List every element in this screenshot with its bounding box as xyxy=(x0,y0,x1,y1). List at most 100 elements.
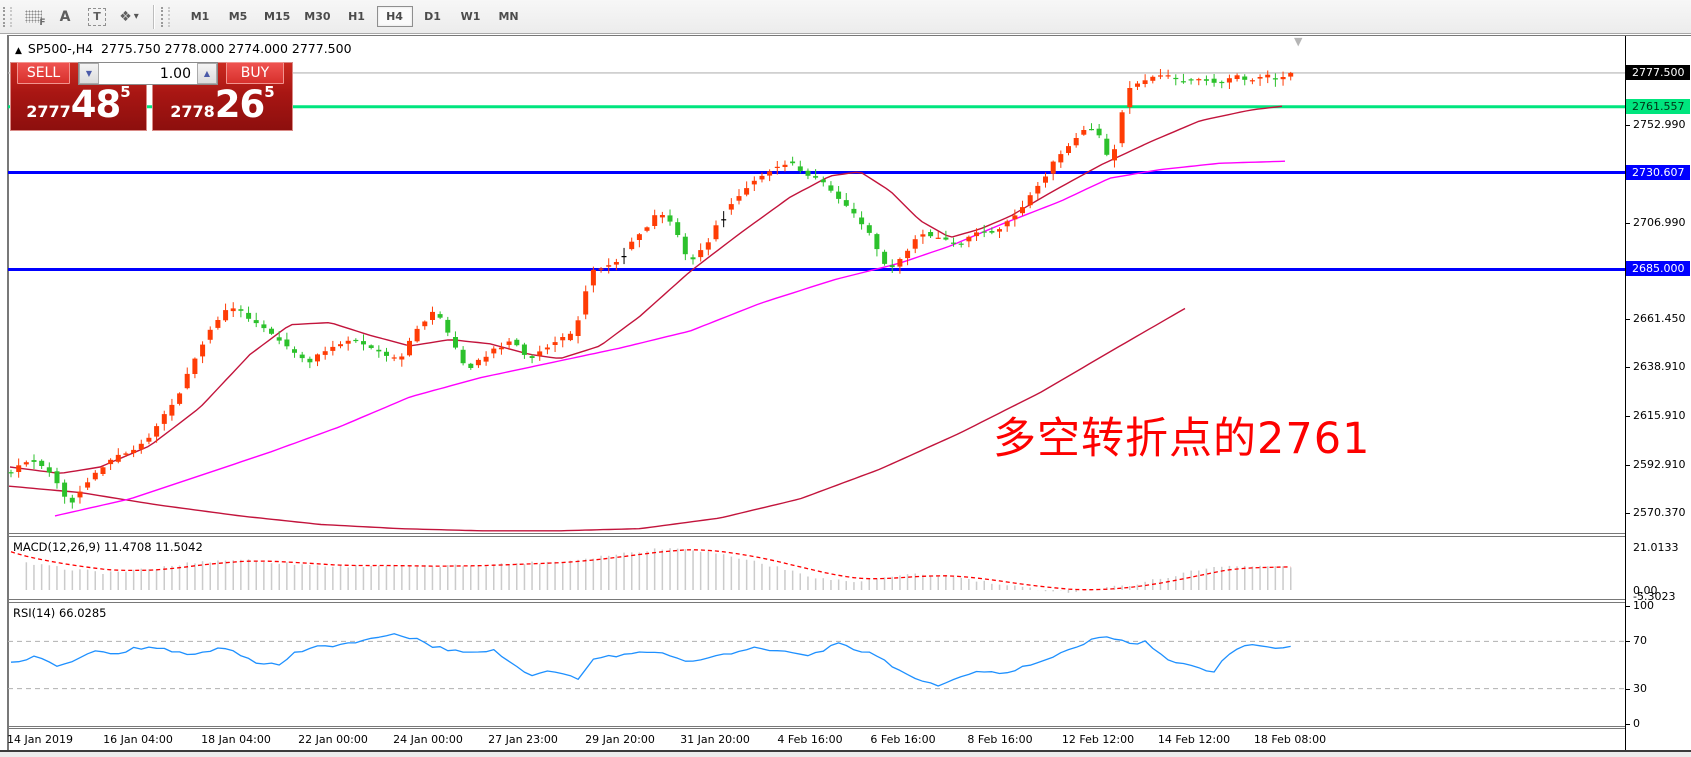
price-tick-label: 2752.990 xyxy=(1633,118,1686,131)
time-tick-label: 31 Jan 20:00 xyxy=(680,733,750,746)
time-tick-label: 16 Jan 04:00 xyxy=(103,733,173,746)
price-axis[interactable]: 2776.5302752.9902706.9902661.4502638.910… xyxy=(1626,36,1691,750)
status-strip xyxy=(0,752,1691,757)
window-bottom-border xyxy=(0,750,1691,752)
indicator-list-icon[interactable]: F xyxy=(20,5,46,29)
price-tick-label: 2592.910 xyxy=(1633,458,1686,472)
rsi-scale-label: 100 xyxy=(1633,599,1654,612)
sell-price-fraction: 5 xyxy=(120,83,131,101)
price-level-badge: 2685.000 xyxy=(1626,261,1690,277)
one-click-collapse-arrow[interactable]: ▲ xyxy=(15,46,22,56)
macd-scale-label: 0.00 xyxy=(1633,584,1658,597)
sell-price-pips: 48 xyxy=(70,83,121,126)
grid-f-glyph: F xyxy=(39,18,46,28)
price-level-badge: 2761.557 xyxy=(1626,98,1690,114)
rsi-scale-label: 30 xyxy=(1633,681,1647,695)
buy-price-main: 2778 xyxy=(170,102,215,121)
timeframe-button-m5[interactable]: M5 xyxy=(228,10,248,23)
text-label-tool-icon[interactable]: T xyxy=(84,5,110,29)
volume-input[interactable] xyxy=(99,63,197,84)
price-tick-mark xyxy=(1626,319,1630,321)
buy-price-fraction: 5 xyxy=(264,83,275,101)
rsi-indicator-label: RSI(14) 66.0285 xyxy=(13,606,107,620)
toolbar: F A T ❖ ▾ M1 M5 M15 M30 H1 H4 D1 W1 MN xyxy=(0,0,1691,34)
main-chart-canvas[interactable] xyxy=(8,36,1625,533)
panel-separator[interactable] xyxy=(8,602,1625,603)
time-tick-label: 29 Jan 20:00 xyxy=(585,733,655,746)
rsi-canvas[interactable] xyxy=(8,603,1625,726)
sell-price-main: 2777 xyxy=(26,102,71,121)
timeframe-group-drag-handle[interactable] xyxy=(161,6,170,27)
macd-scale-label: 21.0133 xyxy=(1633,541,1679,554)
price-tick-mark xyxy=(1626,465,1630,467)
rsi-scale-label: 70 xyxy=(1633,634,1647,648)
boxed-t-glyph: T xyxy=(88,7,106,26)
panel-separator[interactable] xyxy=(8,536,1625,537)
buy-price: 2778265 xyxy=(153,83,292,126)
price-axis-border xyxy=(1625,36,1626,750)
rsi-scale-tick xyxy=(1626,688,1630,690)
price-tick-label: 2615.910 xyxy=(1633,409,1686,423)
price-tick-label: 2570.370 xyxy=(1633,505,1686,519)
panel-separator[interactable] xyxy=(8,533,1625,534)
price-tick-mark xyxy=(1626,416,1630,418)
time-tick-label: 12 Feb 12:00 xyxy=(1061,733,1135,746)
time-tick-label: 4 Feb 16:00 xyxy=(777,733,843,746)
time-tick-label: 22 Jan 00:00 xyxy=(298,733,368,746)
time-tick-label: 18 Jan 04:00 xyxy=(201,733,271,746)
macd-canvas[interactable] xyxy=(8,537,1625,599)
time-tick-label: 18 Feb 08:00 xyxy=(1253,733,1327,746)
buy-price-pips: 26 xyxy=(214,83,265,126)
toolbar-separator xyxy=(153,4,154,29)
rsi-scale-label: 0 xyxy=(1633,717,1640,730)
time-tick-label: 14 Feb 12:00 xyxy=(1157,733,1231,746)
timeframe-button-w1[interactable]: W1 xyxy=(460,10,481,23)
rsi-scale-tick xyxy=(1626,724,1630,725)
time-tick-label: 27 Jan 23:00 xyxy=(488,733,558,746)
toolbar-drag-handle[interactable] xyxy=(3,6,12,27)
timeframe-button-m30[interactable]: M30 xyxy=(304,10,331,23)
price-tick-mark xyxy=(1626,125,1630,126)
timeframe-button-m1[interactable]: M1 xyxy=(190,10,210,23)
panel-separator[interactable] xyxy=(8,728,1625,729)
time-tick-label: 6 Feb 16:00 xyxy=(870,733,936,746)
timeframe-button-group: M1 M5 M15 M30 H1 H4 D1 W1 MN xyxy=(181,6,528,27)
volume-increase-button[interactable]: ▲ xyxy=(197,63,217,84)
rsi-scale-tick xyxy=(1626,606,1630,607)
ohlc-values: 2775.750 2778.000 2774.000 2777.500 xyxy=(101,41,352,56)
panel-separator[interactable] xyxy=(8,599,1625,600)
price-tick-mark xyxy=(1626,367,1630,369)
price-tick-mark xyxy=(1626,512,1630,514)
grid-dots-icon: F xyxy=(24,10,46,28)
timeframe-button-d1[interactable]: D1 xyxy=(424,10,441,23)
text-tool-icon[interactable]: A xyxy=(52,5,78,29)
time-axis[interactable]: 14 Jan 2019 16 Jan 04:00 18 Jan 04:00 22 Ja… xyxy=(7,729,1625,749)
macd-scale-label: -5.3023 xyxy=(1633,590,1676,603)
price-tick-label: 2706.990 xyxy=(1633,215,1686,229)
volume-decrease-button[interactable]: ▼ xyxy=(79,63,99,84)
sell-button[interactable]: SELL xyxy=(17,62,70,84)
panel-separator[interactable] xyxy=(8,726,1625,727)
chart-title: ▲ SP500-,H4 2775.750 2778.000 2774.000 27… xyxy=(15,41,352,56)
shapes-tool-icon[interactable]: ❖ ▾ xyxy=(116,5,142,29)
current-price-badge: 2777.500 xyxy=(1626,64,1690,80)
chart-shift-marker-icon[interactable]: ▼ xyxy=(1294,35,1303,48)
chart-window-left-border xyxy=(7,35,9,750)
price-tick-label: 2638.910 xyxy=(1633,360,1686,374)
letter-a-glyph: A xyxy=(59,8,71,25)
chevron-down-icon: ▾ xyxy=(133,11,139,22)
time-tick-label: 24 Jan 00:00 xyxy=(393,733,463,746)
timeframe-button-h1[interactable]: H1 xyxy=(348,10,365,23)
price-tick-mark xyxy=(1626,222,1630,224)
timeframe-button-mn[interactable]: MN xyxy=(498,10,519,23)
buy-button[interactable]: BUY xyxy=(226,62,284,84)
timeframe-button-m15[interactable]: M15 xyxy=(264,10,291,23)
sell-price: 2777485 xyxy=(11,83,146,126)
timeframe-button-h4[interactable]: H4 xyxy=(376,6,413,27)
time-tick-label: 8 Feb 16:00 xyxy=(967,733,1033,746)
time-tick-label: 14 Jan 2019 xyxy=(7,733,73,746)
chart-window-top-border xyxy=(7,35,1691,36)
rsi-scale-tick xyxy=(1626,641,1630,643)
price-tick-label: 2661.450 xyxy=(1633,312,1686,326)
